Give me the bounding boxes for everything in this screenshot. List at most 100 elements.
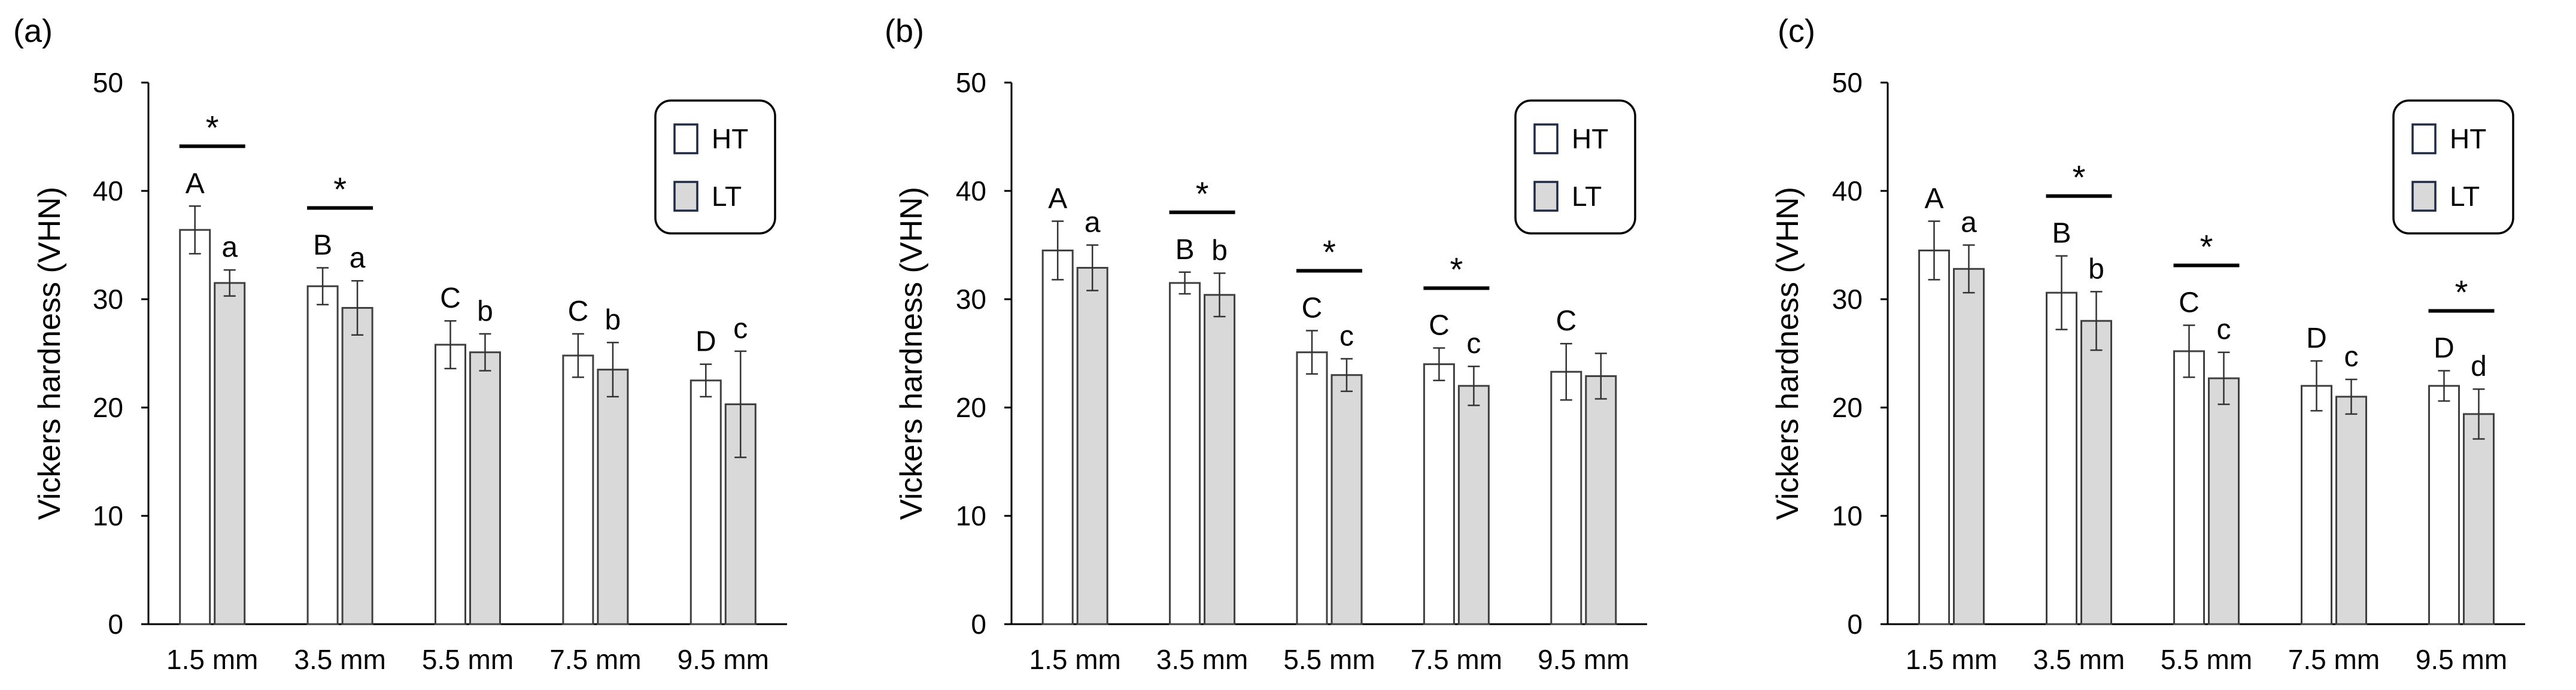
significance-asterisk: * <box>2200 227 2213 265</box>
y-tick-label: 20 <box>1832 392 1863 423</box>
y-tick-label: 10 <box>1832 500 1863 531</box>
group-letter: A <box>1048 183 1067 215</box>
x-tick-label: 7.5 mm <box>1411 644 1502 675</box>
x-tick-label: 3.5 mm <box>294 644 385 675</box>
legend-label: LT <box>712 181 742 212</box>
bar-lt <box>2080 320 2112 625</box>
x-tick-label: 9.5 mm <box>678 644 769 675</box>
legend-swatch-lt <box>1533 181 1559 212</box>
bar-lt <box>2335 396 2367 625</box>
group-letter: c <box>733 313 748 345</box>
significance-asterisk: * <box>206 108 219 146</box>
x-tick-label: 7.5 mm <box>549 644 641 675</box>
significance-asterisk: * <box>1323 233 1336 270</box>
x-tick-label: 1.5 mm <box>1029 644 1121 675</box>
chart-panel-3: (c) Vickers hardness (VHN) 0 10 20 30 40 50 1.5 … <box>1770 13 2525 675</box>
bar-ht <box>435 344 466 625</box>
group-letter: B <box>1175 234 1195 266</box>
y-axis-label: Vickers hardness (VHN) <box>1770 187 1805 520</box>
bar-ht <box>1918 250 1950 625</box>
legend-box <box>654 99 776 235</box>
bar-lt <box>1585 375 1617 625</box>
group-letter: a <box>350 242 366 274</box>
legend-label: LT <box>1572 181 1602 212</box>
legend-swatch-ht <box>1533 123 1559 154</box>
group-letter: C <box>440 282 461 314</box>
bar-lt <box>341 306 373 625</box>
significance-asterisk: * <box>333 171 347 208</box>
legend-swatch-ht <box>673 123 698 154</box>
group-letter: C <box>1429 309 1450 341</box>
bar-ht <box>1041 250 1074 625</box>
group-letter: b <box>1211 235 1228 267</box>
bar-lt <box>1330 374 1363 625</box>
y-tick-label: 10 <box>956 500 986 531</box>
x-tick-label: 3.5 mm <box>2033 644 2125 675</box>
bar-ht <box>2428 385 2460 625</box>
y-tick-label: 30 <box>1832 284 1863 315</box>
x-tick-label: 9.5 mm <box>1538 644 1629 675</box>
y-tick-label: 50 <box>956 67 986 98</box>
group-letter: A <box>1924 183 1943 215</box>
x-tick-label: 1.5 mm <box>166 644 258 675</box>
group-letter: B <box>313 230 332 262</box>
y-tick-label: 10 <box>93 500 123 531</box>
bar-ht <box>1169 282 1201 625</box>
group-letter: C <box>1556 305 1576 337</box>
significance-asterisk: * <box>2073 159 2086 196</box>
panel-label: (c) <box>1778 13 1815 49</box>
legend-swatch-ht <box>2411 123 2437 154</box>
bar-lt <box>214 282 246 625</box>
bar-lt <box>469 351 501 625</box>
bar-ht <box>179 229 211 625</box>
y-tick-label: 50 <box>1832 67 1863 98</box>
group-letter: a <box>1961 207 1977 239</box>
bar-ht <box>689 379 722 625</box>
group-letter: a <box>221 232 238 263</box>
group-letter: D <box>2434 332 2455 364</box>
y-tick-label: 40 <box>1832 175 1863 206</box>
bar-lt <box>1457 385 1490 625</box>
bar-ht <box>2046 291 2077 625</box>
y-tick-label: 30 <box>93 284 123 315</box>
legend-label: HT <box>712 123 748 154</box>
x-tick-label: 9.5 mm <box>2416 644 2507 675</box>
bar-lt <box>1076 267 1108 625</box>
group-letter: c <box>1339 321 1354 352</box>
significance-asterisk: * <box>1196 175 1209 212</box>
group-letter: c <box>2344 341 2359 373</box>
group-letter: D <box>2306 323 2327 354</box>
y-tick-label: 30 <box>956 284 986 315</box>
x-tick-label: 5.5 mm <box>1283 644 1375 675</box>
bar-lt <box>1953 268 1985 625</box>
bar-lt <box>2463 413 2495 625</box>
bar-ht <box>1296 351 1328 625</box>
significance-asterisk: * <box>2455 273 2468 311</box>
x-tick-label: 1.5 mm <box>1906 644 1997 675</box>
bar-ht <box>2173 350 2205 625</box>
y-tick-label: 20 <box>956 392 986 423</box>
y-tick-label: 50 <box>93 67 123 98</box>
y-tick-label: 0 <box>108 609 123 640</box>
y-tick-label: 40 <box>93 175 123 206</box>
bar-ht <box>306 285 339 625</box>
bar-ht <box>1550 370 1582 625</box>
legend-swatch-lt <box>2411 181 2437 212</box>
group-letter: b <box>605 304 621 336</box>
bar-ht <box>1423 363 1455 625</box>
legend-swatch-lt <box>673 181 698 212</box>
group-letter: B <box>2052 218 2071 250</box>
chart-panel-2: (b) Vickers hardness (VHN) 0 10 20 30 40 50 1.5 … <box>885 13 1647 675</box>
y-tick-label: 0 <box>1847 609 1863 640</box>
y-tick-label: 0 <box>971 609 986 640</box>
bar-ht <box>2301 385 2332 625</box>
legend-box <box>2392 99 2514 235</box>
y-axis-label: Vickers hardness (VHN) <box>32 187 67 520</box>
significance-asterisk: * <box>1450 250 1463 288</box>
x-tick-label: 3.5 mm <box>1156 644 1248 675</box>
bar-ht <box>562 354 594 625</box>
bar-lt <box>1204 294 1236 625</box>
y-axis-label: Vickers hardness (VHN) <box>894 187 929 520</box>
group-letter: C <box>2179 287 2200 318</box>
